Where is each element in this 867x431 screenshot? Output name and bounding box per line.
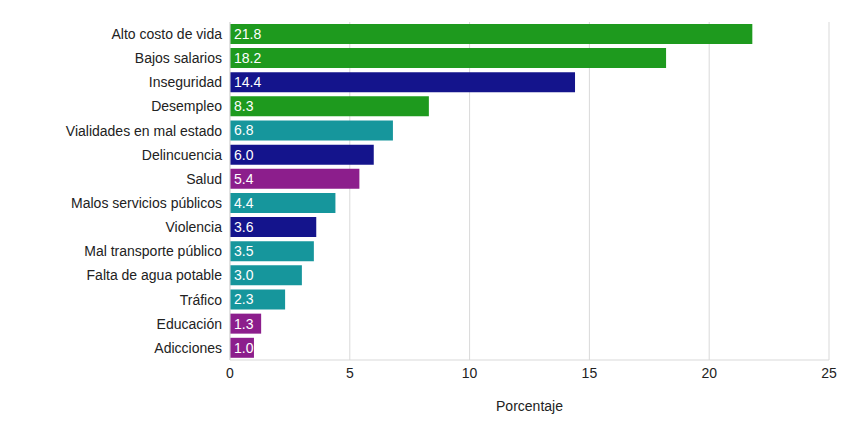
svg-text:14.4: 14.4 xyxy=(234,74,261,90)
svg-text:Desempleo: Desempleo xyxy=(151,98,222,114)
svg-text:Inseguridad: Inseguridad xyxy=(149,74,222,90)
svg-text:Violencia: Violencia xyxy=(165,219,222,235)
svg-text:3.0: 3.0 xyxy=(234,267,254,283)
svg-text:Porcentaje: Porcentaje xyxy=(496,398,563,414)
svg-text:4.4: 4.4 xyxy=(234,195,254,211)
svg-text:5: 5 xyxy=(346,365,354,381)
svg-text:Mal transporte público: Mal transporte público xyxy=(84,243,222,259)
svg-text:8.3: 8.3 xyxy=(234,98,254,114)
svg-text:10: 10 xyxy=(462,365,478,381)
svg-text:25: 25 xyxy=(821,365,837,381)
svg-text:Bajos salarios: Bajos salarios xyxy=(135,50,222,66)
svg-text:6.8: 6.8 xyxy=(234,122,254,138)
svg-text:1.0: 1.0 xyxy=(234,340,254,356)
svg-text:20: 20 xyxy=(701,365,717,381)
svg-text:1.3: 1.3 xyxy=(234,316,254,332)
svg-text:Vialidades en mal estado: Vialidades en mal estado xyxy=(66,123,222,139)
svg-text:3.5: 3.5 xyxy=(234,243,254,259)
svg-text:Falta de agua potable: Falta de agua potable xyxy=(87,267,223,283)
svg-text:Malos servicios públicos: Malos servicios públicos xyxy=(71,195,222,211)
svg-text:Salud: Salud xyxy=(186,171,222,187)
svg-text:Alto costo de vida: Alto costo de vida xyxy=(111,26,222,42)
svg-text:Tráfico: Tráfico xyxy=(180,292,222,308)
svg-text:15: 15 xyxy=(582,365,598,381)
svg-text:6.0: 6.0 xyxy=(234,147,254,163)
svg-text:Educación: Educación xyxy=(157,316,222,332)
svg-text:0: 0 xyxy=(226,365,234,381)
svg-text:3.6: 3.6 xyxy=(234,219,254,235)
svg-text:2.3: 2.3 xyxy=(234,291,254,307)
svg-text:5.4: 5.4 xyxy=(234,171,254,187)
svg-text:18.2: 18.2 xyxy=(234,50,261,66)
svg-text:21.8: 21.8 xyxy=(234,26,261,42)
svg-text:Adicciones: Adicciones xyxy=(154,340,222,356)
svg-text:Delincuencia: Delincuencia xyxy=(142,147,222,163)
